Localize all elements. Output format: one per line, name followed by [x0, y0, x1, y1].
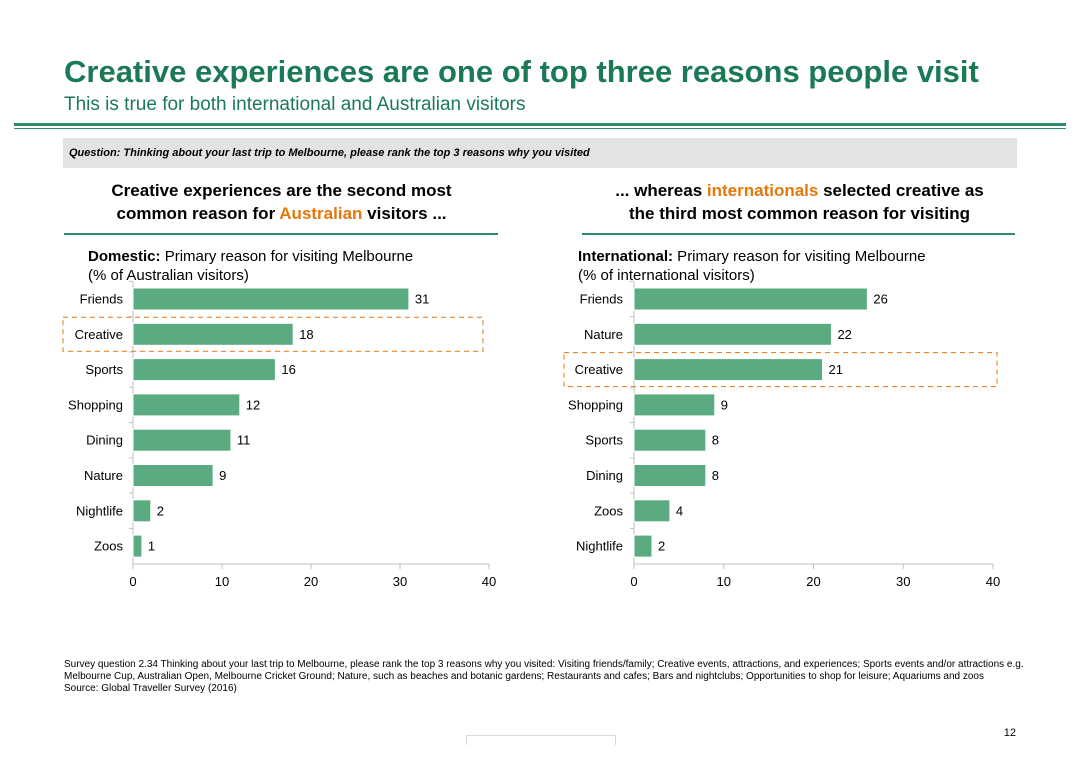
domestic-bar-zoos — [132, 534, 143, 558]
international-category-label: Creative — [575, 362, 623, 377]
international-value-label: 21 — [828, 362, 842, 377]
right-heading-line1-post: selected creative as — [818, 181, 984, 200]
international-value-label: 26 — [873, 292, 887, 307]
domestic-bar-sports — [132, 358, 276, 382]
domestic-category-label: Zoos — [94, 539, 123, 554]
question-text: Question: Thinking about your last trip … — [69, 147, 590, 159]
domestic-value-label: 11 — [237, 433, 251, 448]
left-panel-heading: Creative experiences are the second most… — [64, 179, 499, 225]
international-category-label: Sports — [585, 433, 623, 448]
domestic-category-label: Shopping — [68, 397, 123, 412]
domestic-value-label: 18 — [299, 327, 313, 342]
left-heading-line1: Creative experiences are the second most — [111, 181, 452, 200]
international-category-label: Nature — [584, 327, 623, 342]
international-highlight-box — [563, 352, 998, 388]
domestic-category-label: Dining — [86, 433, 123, 448]
domestic-bar-nightlife — [132, 499, 152, 523]
international-bar-sports — [633, 428, 707, 452]
domestic-x-tick-label: 20 — [304, 574, 318, 589]
international-bar-creative — [633, 358, 823, 382]
international-category-label: Dining — [586, 468, 623, 483]
international-category-label: Shopping — [568, 397, 623, 412]
domestic-bar-creative — [132, 322, 294, 346]
slide-title: Creative experiences are one of top thre… — [64, 54, 979, 89]
domestic-value-label: 9 — [219, 468, 226, 483]
domestic-category-label: Nightlife — [76, 503, 123, 518]
domestic-category-label: Nature — [84, 468, 123, 483]
international-bar-dining — [633, 464, 707, 487]
international-value-label: 22 — [837, 327, 851, 342]
footnote: Survey question 2.34 Thinking about your… — [64, 659, 1024, 695]
international-category-label: Friends — [580, 292, 624, 307]
footnote-source: Source: Global Traveller Survey (2016) — [64, 683, 237, 694]
domestic-x-tick-label: 0 — [129, 574, 136, 589]
domestic-value-label: 1 — [148, 539, 155, 554]
international-x-tick-label: 30 — [896, 574, 910, 589]
international-value-label: 9 — [721, 397, 728, 412]
domestic-chart-title-bold: Domestic: — [88, 248, 161, 265]
footnote-text: Survey question 2.34 Thinking about your… — [64, 659, 1024, 682]
domestic-bar-shopping — [132, 393, 241, 417]
domestic-chart-title: Domestic: Primary reason for visiting Me… — [88, 247, 413, 285]
international-x-tick-label: 10 — [717, 574, 731, 589]
footer-bracket — [466, 735, 616, 745]
international-bar-zoos — [633, 499, 671, 523]
international-bar-friends — [633, 287, 868, 311]
left-panel-rule — [64, 233, 498, 235]
domestic-value-label: 2 — [157, 503, 164, 518]
right-panel-rule — [582, 233, 1015, 235]
right-heading-line1-pre: ... whereas — [615, 181, 707, 200]
right-heading-line2: the third most common reason for visitin… — [629, 204, 970, 223]
page-number: 12 — [1003, 727, 1016, 739]
left-heading-line2-post: visitors ... — [362, 204, 447, 223]
left-heading-line2: common reason for Australian visitors ..… — [64, 202, 499, 225]
domestic-bar-dining — [132, 428, 232, 452]
left-heading-accent: Australian — [279, 204, 363, 223]
left-heading-line2-pre: common reason for — [116, 204, 280, 223]
domestic-category-label: Sports — [85, 362, 123, 377]
international-chart-subtitle: (% of international visitors) — [578, 267, 755, 284]
international-chart-title-bold: International: — [578, 248, 674, 265]
header-rule-thin — [14, 128, 1066, 129]
international-bar-shopping — [633, 393, 716, 417]
international-value-label: 2 — [658, 539, 665, 554]
domestic-chart-title-rest: Primary reason for visiting Melbourne — [160, 248, 414, 265]
domestic-x-tick-label: 40 — [482, 574, 496, 589]
international-category-label: Zoos — [594, 503, 623, 518]
slide-subtitle: This is true for both international and … — [64, 94, 526, 115]
domestic-x-tick-label: 30 — [393, 574, 407, 589]
domestic-value-label: 12 — [246, 397, 260, 412]
international-x-tick-label: 20 — [806, 574, 820, 589]
domestic-category-label: Friends — [80, 292, 124, 307]
international-x-tick-label: 0 — [630, 574, 637, 589]
domestic-highlight-box — [62, 316, 484, 352]
domestic-x-tick-label: 10 — [215, 574, 229, 589]
domestic-bar-friends — [132, 287, 410, 311]
domestic-bar-nature — [132, 464, 214, 487]
right-panel-heading: ... whereas internationals selected crea… — [582, 179, 1017, 225]
international-bar-nightlife — [633, 534, 653, 558]
question-bar: Question: Thinking about your last trip … — [63, 138, 1017, 168]
domestic-value-label: 16 — [281, 362, 295, 377]
international-value-label: 8 — [712, 468, 719, 483]
right-heading-line1: ... whereas internationals selected crea… — [582, 179, 1017, 202]
international-value-label: 4 — [676, 503, 683, 518]
domestic-chart-subtitle: (% of Australian visitors) — [88, 267, 249, 284]
domestic-category-label: Creative — [75, 327, 123, 342]
international-bar-nature — [633, 322, 832, 346]
international-category-label: Nightlife — [576, 539, 623, 554]
international-value-label: 8 — [712, 433, 719, 448]
domestic-value-label: 31 — [415, 292, 429, 307]
right-heading-accent: internationals — [706, 181, 819, 200]
header-rule-thick — [14, 123, 1066, 126]
international-chart-title: International: Primary reason for visiti… — [578, 247, 926, 285]
international-x-tick-label: 40 — [986, 574, 1000, 589]
international-chart-title-rest: Primary reason for visiting Melbourne — [673, 248, 926, 265]
